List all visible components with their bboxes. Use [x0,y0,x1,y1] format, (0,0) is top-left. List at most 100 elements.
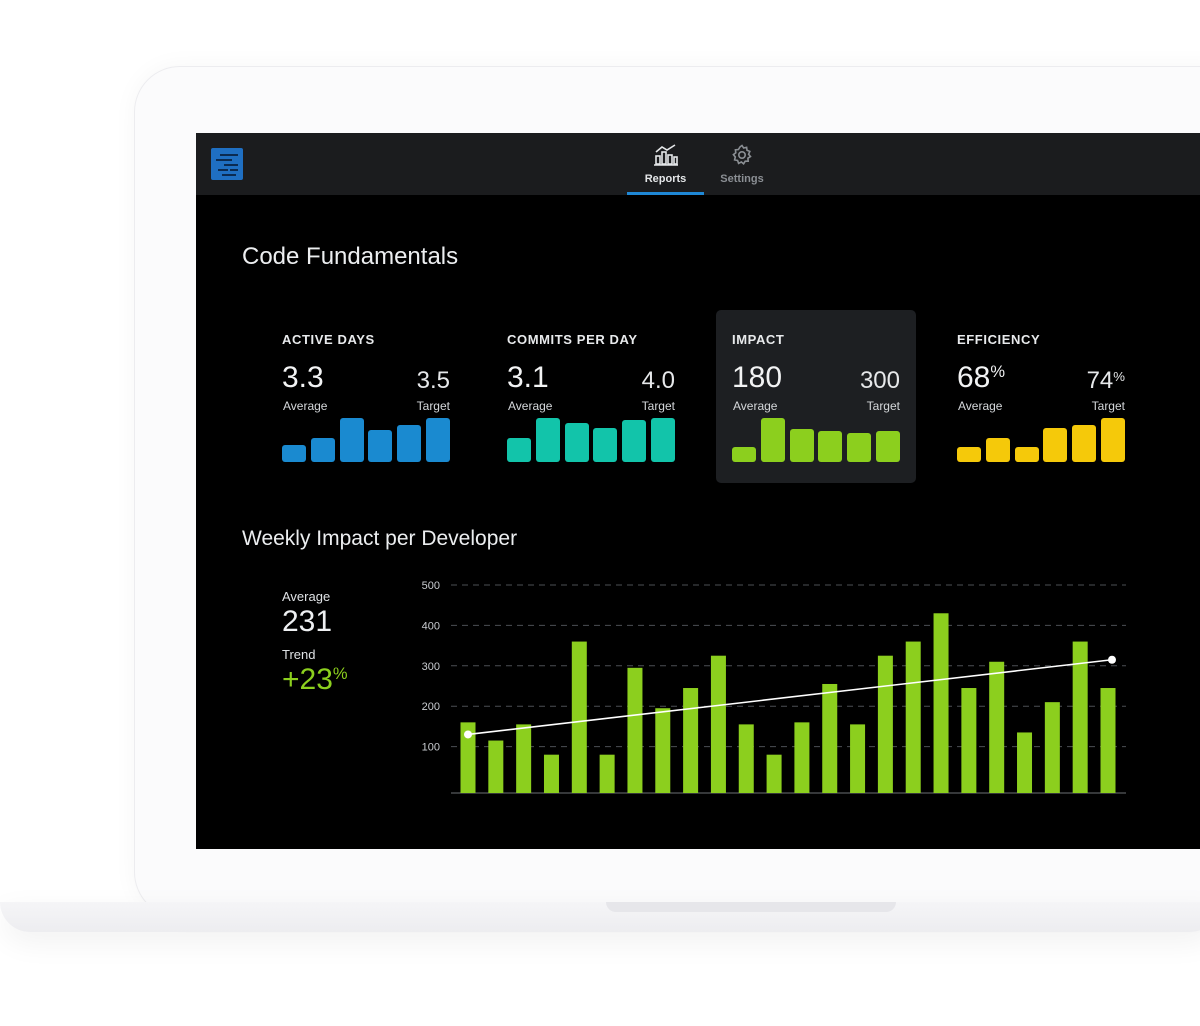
weekly-average-value: 231 [282,605,333,638]
spark-bar [368,430,393,462]
chart-bar [710,655,726,793]
metric-target-value: 3.5 [416,367,450,394]
spark-bar [622,420,647,462]
tab-reports[interactable]: Reports [627,133,704,195]
spark-bar [760,418,785,462]
tab-settings-label: Settings [720,173,764,185]
laptop-notch [606,902,896,912]
chart-bar [822,683,838,793]
chart-bar [683,688,699,793]
trend-end-point [1108,655,1116,664]
spark-bar [818,431,843,462]
chart-bar [961,688,977,793]
spark-bar [650,418,675,462]
metric-target-value: 74% [1087,367,1125,395]
metric-sparkbars [732,418,900,462]
chart-bar [794,722,810,793]
chart-bar [1072,641,1088,793]
chart-bar [516,724,532,793]
chart-bar [627,667,643,793]
chart-bar [738,724,754,793]
weekly-impact-title: Weekly Impact per Developer [242,527,518,550]
metric-title: COMMITS PER DAY [507,332,638,347]
spark-bar [397,425,422,462]
chart-bar [933,613,949,793]
spark-bar [847,433,872,462]
chart-bar [599,754,615,793]
trend-start-point [464,730,472,739]
metric-sparkbars [282,418,450,462]
metric-card-efficiency[interactable]: EFFICIENCY 68% Average 74% Target [941,310,1141,483]
chart-bar [655,708,671,793]
y-tick-label: 200 [422,701,440,713]
metric-title: ACTIVE DAYS [282,332,375,347]
tab-reports-label: Reports [644,173,687,185]
spark-bar [985,438,1010,462]
weekly-average-label: Average [282,589,331,604]
y-tick-label: 400 [422,620,440,632]
trend-line [467,658,1113,736]
metric-average-label: Average [958,399,1003,413]
metric-card-impact[interactable]: IMPACT 180 Average 300 Target [716,310,916,483]
chart-bar [543,754,559,793]
metric-title: EFFICIENCY [957,332,1041,347]
bar-chart-icon [653,143,679,172]
weekly-impact-chart: 100 200 300 400 500 [422,580,1126,794]
metric-card-active-days[interactable]: ACTIVE DAYS 3.3 Average 3.5 Target [266,310,466,483]
spark-bar [339,418,364,462]
spark-bar [564,423,589,462]
app-logo-icon[interactable] [211,148,243,180]
metric-target-label: Target [866,399,900,413]
metric-target-value: 300 [859,367,900,394]
metric-target-label: Target [641,399,675,413]
app-screen: Reports Settings Code Fundamentals ACTIV… [196,133,1200,849]
spark-bar [1043,428,1068,462]
trend-number: +23 [282,663,333,696]
spark-bar [425,418,450,462]
chart-bar [460,722,476,793]
metric-average-value: 3.3 [282,361,324,394]
laptop-base [0,902,1200,932]
spark-bar [282,445,306,462]
chart-bar [877,655,893,793]
code-fundamentals-title: Code Fundamentals [242,243,459,270]
tab-settings[interactable]: Settings [711,133,773,195]
chart-bar [989,661,1005,793]
metric-sparkbars [957,418,1125,462]
top-nav-bar: Reports Settings [196,133,1200,195]
spark-bar [1014,447,1039,462]
spark-bar [535,418,560,462]
weekly-trend-value: +23% [282,663,348,697]
metric-average-value: 180 [732,361,783,394]
active-tab-indicator [627,192,704,195]
chart-bar [850,724,866,793]
metric-target-number: 74 [1086,367,1114,394]
metric-sparkbars [507,418,675,462]
y-tick-label: 100 [422,742,440,754]
metric-average-label: Average [508,399,553,413]
chart-bar [488,740,504,793]
gear-icon [730,143,754,172]
chart-bar [1100,688,1116,793]
percent-sign: % [990,363,1006,381]
metric-target-label: Target [1091,399,1125,413]
metric-card-commits-per-day[interactable]: COMMITS PER DAY 3.1 Average 4.0 Target [491,310,691,483]
spark-bar [1072,425,1097,462]
metric-target-label: Target [416,399,450,413]
chart-bar [1017,732,1033,793]
y-tick-label: 500 [422,580,440,592]
metric-average-number: 68 [957,361,991,394]
spark-bar [732,447,756,462]
spark-bar [1100,418,1125,462]
chart-bar [766,754,782,793]
percent-sign: % [332,665,348,683]
chart-bar [1044,702,1060,793]
metric-average-label: Average [283,399,328,413]
spark-bar [593,428,618,462]
weekly-trend-label: Trend [282,647,316,662]
metric-average-value: 3.1 [507,361,549,394]
metric-title: IMPACT [732,332,785,347]
spark-bar [507,438,531,462]
metric-average-label: Average [733,399,778,413]
chart-bar [571,641,587,793]
